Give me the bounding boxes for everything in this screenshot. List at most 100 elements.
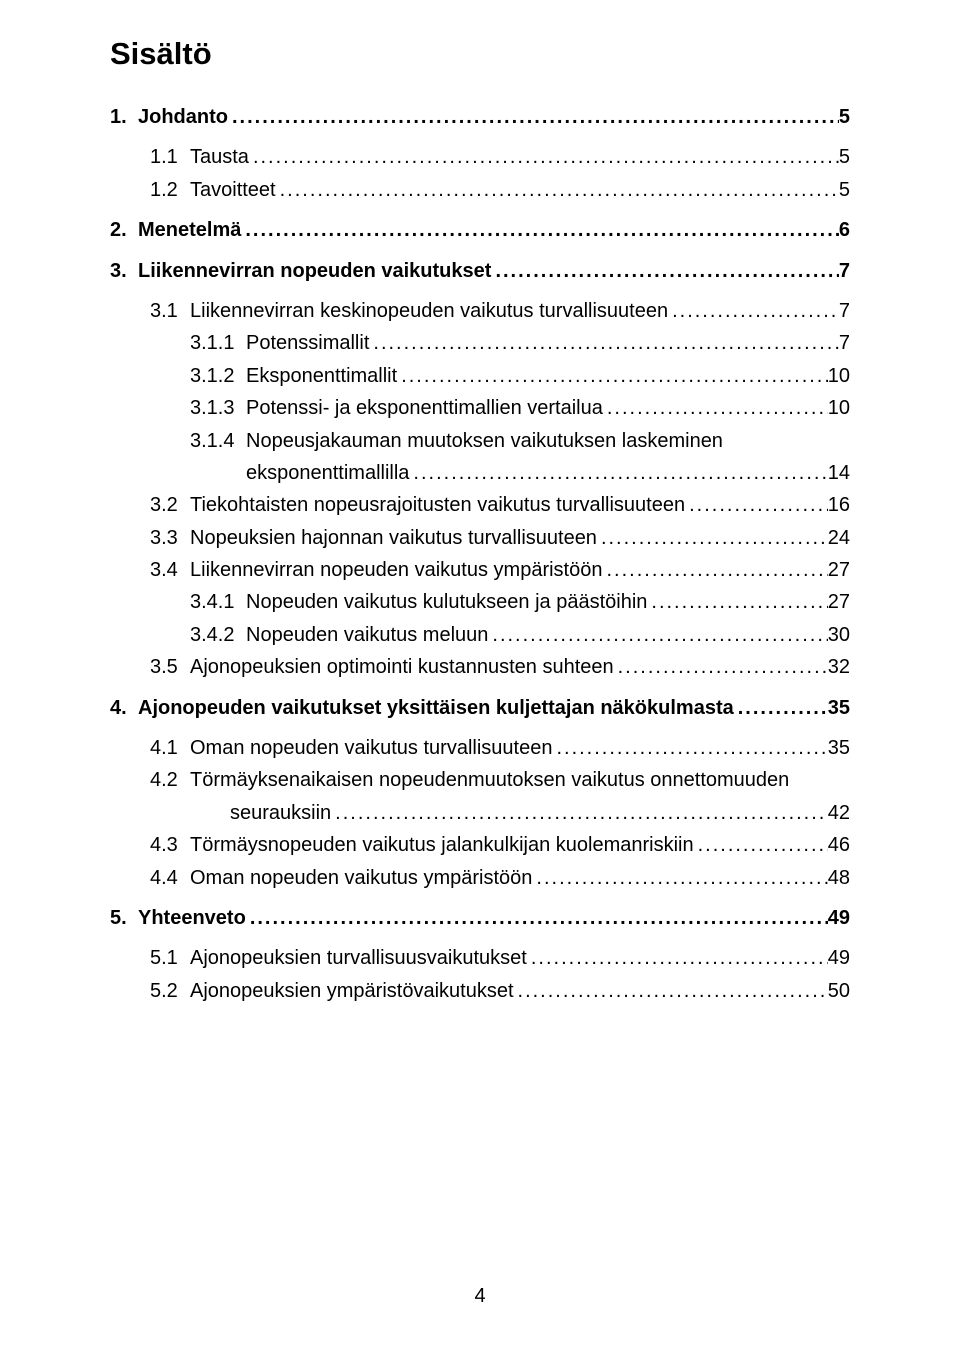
table-of-contents: 1.Johdanto..............................… <box>110 102 850 1006</box>
toc-entry[interactable]: 3.1.1Potenssimallit.....................… <box>110 328 850 358</box>
toc-number: 1. <box>110 102 138 132</box>
toc-label: Tiekohtaisten nopeusrajoitusten vaikutus… <box>190 490 685 520</box>
toc-label: Nopeuksien hajonnan vaikutus turvallisuu… <box>190 523 597 553</box>
toc-page: 49 <box>828 943 850 973</box>
dot-leader: ........................................… <box>241 215 839 245</box>
toc-page: 27 <box>828 555 850 585</box>
dot-leader: ........................................… <box>614 652 828 682</box>
toc-page: 10 <box>828 361 850 391</box>
toc-label: Oman nopeuden vaikutus ympäristöön <box>190 863 532 893</box>
dot-leader: ........................................… <box>552 733 827 763</box>
toc-entry[interactable]: 4.2Törmäyksenaikaisen nopeudenmuutoksen … <box>110 765 850 795</box>
toc-page: 6 <box>839 215 850 245</box>
dot-leader: ........................................… <box>369 328 838 358</box>
toc-entry[interactable]: 1.2Tavoitteet...........................… <box>110 175 850 205</box>
dot-leader: ........................................… <box>647 587 827 617</box>
toc-entry[interactable]: 5.2Ajonopeuksien ympäristövaikutukset...… <box>110 976 850 1006</box>
toc-label: Ajonopeuksien turvallisuusvaikutukset <box>190 943 527 973</box>
toc-label: Johdanto <box>138 102 228 132</box>
toc-page: 42 <box>828 798 850 828</box>
toc-label: Eksponenttimallit <box>246 361 397 391</box>
toc-entry[interactable]: 3.1Liikennevirran keskinopeuden vaikutus… <box>110 296 850 326</box>
toc-page: 14 <box>828 458 850 488</box>
toc-number: 4.1 <box>150 733 190 763</box>
toc-label: Tausta <box>190 142 249 172</box>
toc-page: 7 <box>839 256 850 286</box>
toc-label: Törmäyksenaikaisen nopeudenmuutoksen vai… <box>190 765 789 795</box>
toc-number: 5. <box>110 903 138 933</box>
toc-entry[interactable]: 3.5Ajonopeuksien optimointi kustannusten… <box>110 652 850 682</box>
toc-label: Liikennevirran nopeuden vaikutukset <box>138 256 491 286</box>
dot-leader: ........................................… <box>685 490 828 520</box>
toc-page: 16 <box>828 490 850 520</box>
dot-leader: ........................................… <box>249 142 839 172</box>
dot-leader: ........................................… <box>228 102 839 132</box>
toc-label: Liikennevirran nopeuden vaikutus ympäris… <box>190 555 602 585</box>
toc-label: Ajonopeuksien optimointi kustannusten su… <box>190 652 614 682</box>
toc-entry[interactable]: 3.4.2Nopeuden vaikutus meluun...........… <box>110 620 850 650</box>
toc-label: Nopeuden vaikutus meluun <box>246 620 488 650</box>
toc-entry[interactable]: 2.Menetelmä.............................… <box>110 215 850 245</box>
toc-number: 3.2 <box>150 490 190 520</box>
toc-label: Ajonopeuksien ympäristövaikutukset <box>190 976 514 1006</box>
toc-page: 35 <box>828 733 850 763</box>
toc-page: 50 <box>828 976 850 1006</box>
toc-label: Nopeusjakauman muutoksen vaikutuksen las… <box>246 426 723 456</box>
toc-entry[interactable]: 3.Liikennevirran nopeuden vaikutukset...… <box>110 256 850 286</box>
toc-entry[interactable]: 3.2Tiekohtaisten nopeusrajoitusten vaiku… <box>110 490 850 520</box>
toc-entry[interactable]: 3.1.4Nopeusjakauman muutoksen vaikutukse… <box>110 426 850 456</box>
toc-entry[interactable]: 3.3Nopeuksien hajonnan vaikutus turvalli… <box>110 523 850 553</box>
toc-label-cont: eksponenttimallilla <box>246 458 409 488</box>
dot-leader: ........................................… <box>488 620 827 650</box>
toc-label: Nopeuden vaikutus kulutukseen ja päästöi… <box>246 587 647 617</box>
page-number: 4 <box>0 1285 960 1308</box>
toc-number: 5.2 <box>150 976 190 1006</box>
toc-page: 35 <box>828 693 850 723</box>
toc-entry-cont[interactable]: eksponenttimallilla.....................… <box>110 458 850 488</box>
toc-number: 3.1.3 <box>190 393 246 423</box>
toc-number: 3.5 <box>150 652 190 682</box>
toc-entry[interactable]: 5.Yhteenveto............................… <box>110 903 850 933</box>
toc-page: 10 <box>828 393 850 423</box>
toc-number: 3. <box>110 256 138 286</box>
dot-leader: ........................................… <box>246 903 828 933</box>
toc-number: 3.1.4 <box>190 426 246 456</box>
toc-page: 30 <box>828 620 850 650</box>
toc-entry[interactable]: 4.3Törmäysnopeuden vaikutus jalankulkija… <box>110 830 850 860</box>
toc-label-cont: seurauksiin <box>230 798 331 828</box>
dot-leader: ........................................… <box>603 393 828 423</box>
toc-label: Potenssimallit <box>246 328 369 358</box>
dot-leader: ........................................… <box>397 361 828 391</box>
toc-number: 3.3 <box>150 523 190 553</box>
toc-label: Potenssi- ja eksponenttimallien vertailu… <box>246 393 603 423</box>
toc-number: 2. <box>110 215 138 245</box>
toc-label: Oman nopeuden vaikutus turvallisuuteen <box>190 733 552 763</box>
toc-number: 1.2 <box>150 175 190 205</box>
toc-label: Tavoitteet <box>190 175 276 205</box>
toc-page: 5 <box>839 102 850 132</box>
toc-entry[interactable]: 5.1Ajonopeuksien turvallisuusvaikutukset… <box>110 943 850 973</box>
toc-page: 46 <box>828 830 850 860</box>
toc-label: Yhteenveto <box>138 903 246 933</box>
toc-page: 7 <box>839 328 850 358</box>
toc-entry[interactable]: 1.1Tausta...............................… <box>110 142 850 172</box>
toc-page: 5 <box>839 175 850 205</box>
dot-leader: ........................................… <box>532 863 827 893</box>
dot-leader: ........................................… <box>668 296 839 326</box>
toc-entry[interactable]: 4.Ajonopeuden vaikutukset yksittäisen ku… <box>110 693 850 723</box>
toc-entry[interactable]: 1.Johdanto..............................… <box>110 102 850 132</box>
toc-entry[interactable]: 3.4Liikennevirran nopeuden vaikutus ympä… <box>110 555 850 585</box>
toc-entry[interactable]: 3.1.2Eksponenttimallit..................… <box>110 361 850 391</box>
toc-page: 49 <box>828 903 850 933</box>
toc-entry[interactable]: 4.4Oman nopeuden vaikutus ympäristöön...… <box>110 863 850 893</box>
toc-entry[interactable]: 3.1.3Potenssi- ja eksponenttimallien ver… <box>110 393 850 423</box>
toc-entry[interactable]: 3.4.1Nopeuden vaikutus kulutukseen ja pä… <box>110 587 850 617</box>
toc-number: 3.1.1 <box>190 328 246 358</box>
dot-leader: ........................................… <box>694 830 828 860</box>
toc-page: 5 <box>839 142 850 172</box>
toc-entry-cont[interactable]: seurauksiin.............................… <box>110 798 850 828</box>
toc-entry[interactable]: 4.1Oman nopeuden vaikutus turvallisuutee… <box>110 733 850 763</box>
toc-label: Menetelmä <box>138 215 241 245</box>
toc-label: Liikennevirran keskinopeuden vaikutus tu… <box>190 296 668 326</box>
toc-number: 4. <box>110 693 138 723</box>
